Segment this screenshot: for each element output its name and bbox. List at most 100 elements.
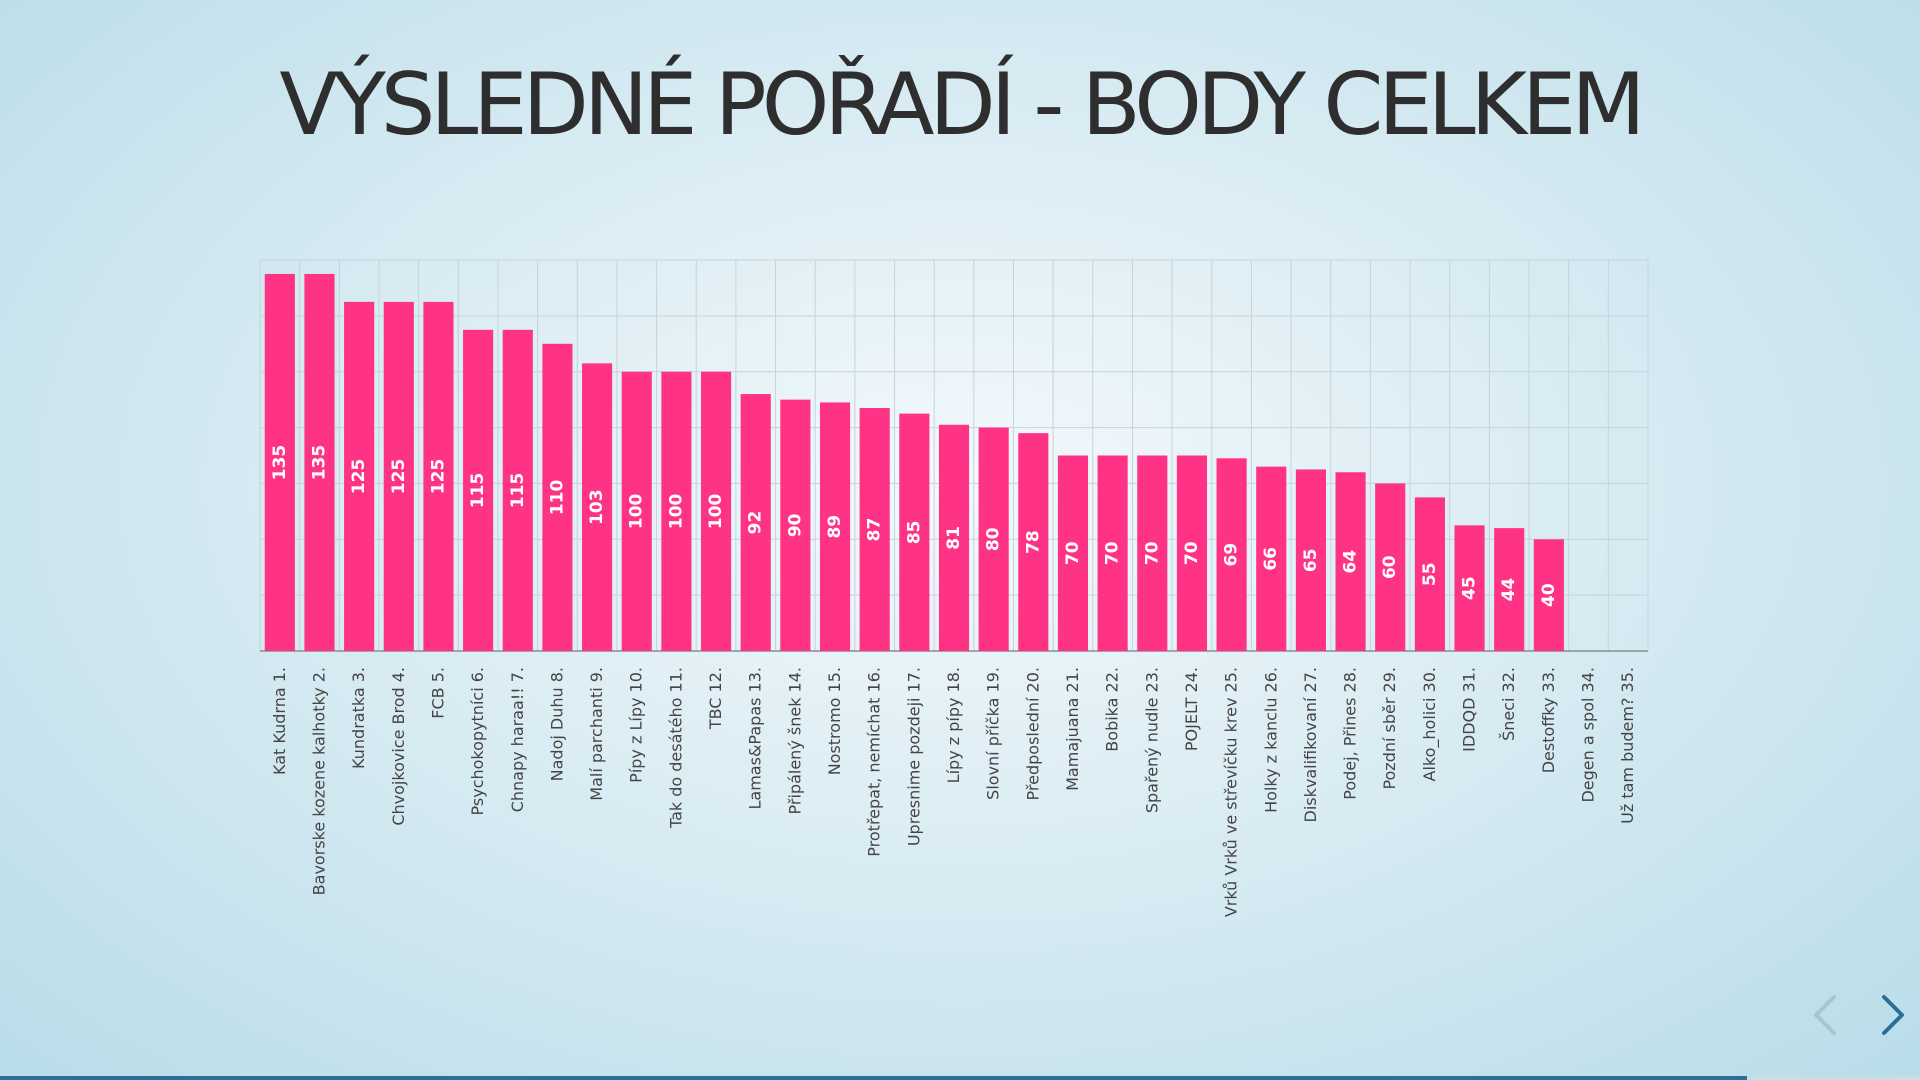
bar-data-label: 40 bbox=[1539, 583, 1559, 607]
bar bbox=[502, 329, 533, 651]
bar-data-label: 125 bbox=[389, 459, 409, 495]
bar bbox=[1375, 483, 1406, 651]
chart-bars bbox=[264, 273, 1564, 651]
chevron-right-icon bbox=[1882, 995, 1904, 1035]
bar bbox=[344, 301, 375, 651]
chart-data-labels: 135 135 125 125 125 115 115 110 103 100 100 100 92 90… bbox=[270, 445, 1559, 607]
x-tick-label: Degen a spol 34. bbox=[1579, 667, 1598, 803]
bar bbox=[700, 371, 732, 651]
x-tick-label: Šneci 32. bbox=[1499, 667, 1518, 741]
bar bbox=[1137, 455, 1168, 651]
bar-data-label: 115 bbox=[508, 473, 528, 509]
prev-slide-button[interactable] bbox=[1800, 985, 1850, 1045]
x-tick-label: Pípy z Lípy 10. bbox=[627, 667, 646, 783]
x-tick-label: IDDQD 31. bbox=[1460, 667, 1479, 752]
bar-data-label: 55 bbox=[1420, 562, 1440, 586]
bar bbox=[304, 273, 335, 651]
bar bbox=[1335, 472, 1366, 651]
bar-data-label: 44 bbox=[1499, 578, 1519, 602]
bar-data-label: 78 bbox=[1023, 530, 1043, 554]
bar bbox=[1295, 469, 1326, 651]
bar-data-label: 70 bbox=[1063, 541, 1083, 565]
bar bbox=[1057, 455, 1089, 651]
x-tick-label: Předposlední 20. bbox=[1023, 667, 1042, 800]
slide-progress-bar bbox=[0, 1076, 1920, 1080]
bar-data-label: 66 bbox=[1261, 547, 1281, 571]
bar-data-label: 100 bbox=[706, 493, 726, 529]
x-tick-label: Lamas&Papas 13. bbox=[746, 667, 765, 809]
x-tick-label: Diskvalifikovaní 27. bbox=[1301, 667, 1320, 822]
next-slide-button[interactable] bbox=[1868, 985, 1918, 1045]
bar bbox=[1454, 525, 1485, 651]
x-tick-label: Podej, Přines 28. bbox=[1341, 667, 1360, 800]
bar bbox=[780, 399, 811, 651]
x-tick-label: POJELT 24. bbox=[1182, 667, 1201, 751]
x-tick-label: Holky z kanclu 26. bbox=[1261, 667, 1280, 813]
bar bbox=[383, 301, 414, 651]
x-tick-label: Nostromo 15. bbox=[825, 667, 844, 775]
bar-data-label: 69 bbox=[1222, 543, 1242, 567]
bar-data-label: 92 bbox=[746, 511, 766, 535]
x-tick-label: Už tam budem? 35. bbox=[1618, 667, 1637, 824]
bar-data-label: 125 bbox=[428, 459, 448, 495]
bar bbox=[582, 363, 613, 651]
bar-data-label: 81 bbox=[944, 526, 964, 550]
bar bbox=[899, 413, 930, 651]
bar-data-label: 80 bbox=[984, 527, 1004, 551]
bar bbox=[661, 371, 692, 651]
bar-data-label: 103 bbox=[587, 489, 607, 525]
bar bbox=[1176, 455, 1208, 651]
bar-data-label: 125 bbox=[349, 459, 369, 495]
x-tick-label: Připálený šnek 14. bbox=[785, 667, 804, 814]
bar bbox=[1494, 528, 1525, 651]
bar-data-label: 60 bbox=[1380, 555, 1400, 579]
x-tick-label: TBC 12. bbox=[706, 667, 725, 730]
x-tick-label: Kat Kudrna 1. bbox=[270, 667, 289, 775]
x-tick-label: Bobika 22. bbox=[1103, 667, 1122, 752]
x-tick-label: Alko_holici 30. bbox=[1420, 667, 1440, 781]
bar bbox=[463, 329, 494, 651]
bar-data-label: 65 bbox=[1301, 548, 1321, 572]
bar bbox=[423, 301, 454, 651]
bar bbox=[819, 402, 851, 651]
chevron-left-icon bbox=[1814, 995, 1836, 1035]
x-tick-label: Slovní příčka 19. bbox=[984, 667, 1003, 800]
bar bbox=[740, 394, 771, 651]
bar-data-label: 135 bbox=[309, 445, 329, 481]
bar-data-label: 100 bbox=[666, 493, 686, 529]
bar-data-label: 64 bbox=[1341, 550, 1361, 574]
x-tick-label: Lípy z pípy 18. bbox=[944, 667, 963, 783]
bar bbox=[978, 427, 1009, 651]
slide-progress-fill bbox=[0, 1076, 1748, 1080]
x-tick-label: Protřepat, nemíchat 16. bbox=[865, 667, 884, 857]
x-tick-label: Malí parchanti 9. bbox=[587, 667, 606, 801]
bar-data-label: 87 bbox=[865, 518, 885, 542]
bar bbox=[859, 408, 890, 651]
x-tick-label: Destoffky 33. bbox=[1539, 667, 1558, 773]
bar bbox=[1256, 466, 1287, 651]
bar-data-label: 90 bbox=[785, 513, 805, 537]
x-tick-label: Chnapy haraa!! 7. bbox=[508, 667, 527, 812]
bar bbox=[542, 343, 573, 651]
slide-title: VÝSLEDNÉ POŘADÍ - BODY CELKEM bbox=[279, 55, 1645, 155]
bar bbox=[938, 424, 970, 651]
bar-data-label: 135 bbox=[270, 445, 290, 481]
bar-data-label: 70 bbox=[1142, 541, 1162, 565]
x-tick-label: Mamajuana 21. bbox=[1063, 667, 1082, 791]
bar-data-label: 110 bbox=[547, 479, 567, 515]
bar bbox=[621, 371, 652, 651]
x-tick-label: Psychokopytníci 6. bbox=[468, 667, 487, 815]
x-tick-label: Kundratka 3. bbox=[349, 667, 368, 769]
x-tick-label: Pozdní sběr 29. bbox=[1380, 667, 1399, 790]
x-tick-label: Vrků Vrků ve střevíčku krev 25. bbox=[1222, 667, 1241, 917]
bar-data-label: 70 bbox=[1182, 541, 1202, 565]
chart-x-tick-labels: Kat Kudrna 1. Bavorske kozene kalhotky 2.… bbox=[270, 667, 1637, 917]
bar-data-label: 70 bbox=[1103, 541, 1123, 565]
bar bbox=[264, 273, 295, 651]
x-tick-label: Chvojkovice Brod 4. bbox=[389, 667, 408, 826]
x-tick-label: Bavorske kozene kalhotky 2. bbox=[309, 667, 328, 895]
x-tick-label: Upresnime pozdeji 17. bbox=[904, 667, 923, 846]
x-tick-label: Nadoj Duhu 8. bbox=[547, 667, 566, 781]
bar bbox=[1216, 458, 1247, 651]
